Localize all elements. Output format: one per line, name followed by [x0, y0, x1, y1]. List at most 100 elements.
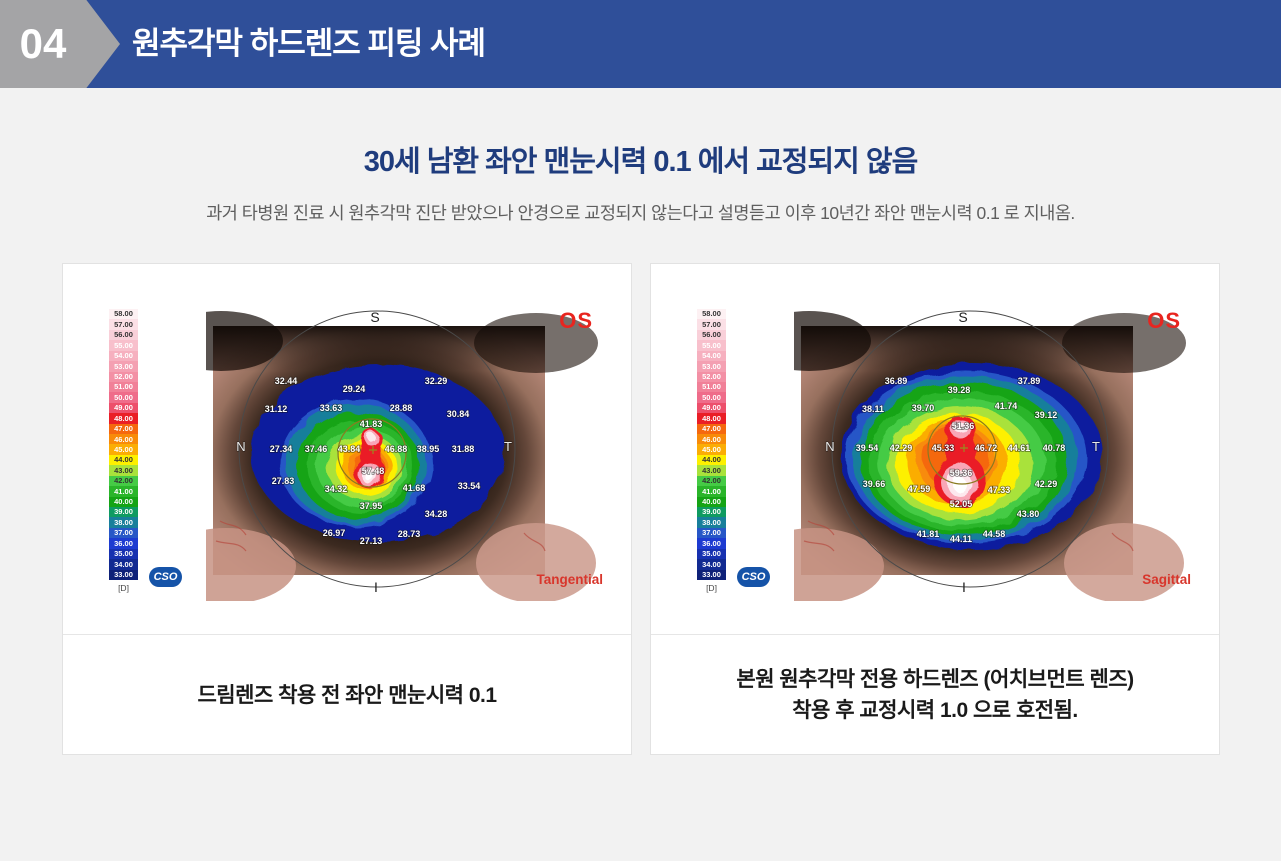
caption-line: 드림렌즈 착용 전 좌안 맨눈시력 0.1 [197, 683, 497, 707]
dioptric-scale: 58.00 57.00 56.00 55.00 54.00 53.00 52.00 51.00… [697, 309, 726, 580]
keratometry-value: 42.29 [890, 443, 913, 453]
eye-label: OS [559, 308, 593, 333]
scale-step: 49.00 [109, 402, 138, 414]
slide-title: 원추각막 하드렌즈 피팅 사례 [132, 26, 486, 61]
slide-header: 04 원추각막 하드렌즈 피팅 사례 [0, 0, 1281, 88]
scale-step: 46.00 [697, 434, 726, 445]
case-subtitle: 과거 타병원 진료 시 원추각막 진단 받았으나 안경으로 교정되지 않는다고 … [206, 203, 1075, 223]
keratometry-value: 37.95 [360, 501, 383, 511]
keratometry-readings: 32.44 29.24 32.29 31.12 33.63 28.88 30.84 41.83… [264, 375, 481, 547]
keratometry-value: 51.36 [952, 421, 975, 431]
scale-step: 40.00 [109, 496, 138, 508]
scale-step: 37.00 [109, 527, 138, 539]
keratometry-value: 41.68 [403, 483, 426, 493]
keratometry-value: 45.33 [932, 443, 955, 453]
scale-step: 54.00 [109, 350, 138, 362]
compass-i: I [962, 579, 966, 595]
scale-step: 35.00 [109, 548, 138, 560]
scale-step: 42.00 [109, 475, 138, 487]
map-type-label: Sagittal [1142, 572, 1191, 587]
keratometry-value: 34.28 [425, 509, 448, 519]
scale-step: 51.00 [109, 381, 138, 393]
center-cross [369, 446, 377, 454]
keratometry-value: 46.72 [975, 443, 998, 453]
scale-step: 39.00 [109, 507, 138, 518]
caption-line: 본원 원추각막 전용 하드렌즈 (어치브먼트 렌즈) [736, 668, 1134, 691]
keratometry-value: 27.83 [272, 476, 295, 486]
compass-t: T [504, 439, 512, 454]
keratometry-value: 38.11 [862, 404, 884, 414]
keratometry-value: 28.73 [398, 529, 421, 539]
eye-label: OS [1147, 308, 1181, 333]
keratometry-value: 42.29 [1035, 479, 1058, 489]
scale-step: 56.00 [697, 329, 726, 341]
keratometry-value: 52.05 [950, 499, 973, 509]
scale-step: 43.00 [697, 465, 726, 476]
scale-step: 36.00 [697, 538, 726, 549]
keratometry-value: 47.59 [908, 484, 931, 494]
caption-line: 착용 후 교정시력 1.0 으로 호전됨. [792, 699, 1078, 722]
scale-step: 35.00 [697, 548, 726, 560]
scale-step: 56.00 [109, 329, 138, 341]
keratometry-value: 34.32 [325, 484, 348, 494]
scale-step: 46.00 [109, 434, 138, 445]
keratometry-value: 59.36 [950, 468, 973, 478]
scale-step: 48.00 [109, 413, 138, 424]
topography-card-after: 58.00 57.00 56.00 55.00 54.00 53.00 52.00 51.00… [650, 263, 1220, 755]
scale-step: 48.00 [697, 413, 726, 424]
keratometry-value: 36.89 [885, 376, 908, 386]
keratometry-value: 33.54 [458, 481, 481, 491]
scale-step: 55.00 [109, 340, 138, 351]
scale-step: 44.00 [697, 454, 726, 466]
scale-step: 58.00 [109, 309, 138, 320]
scale-step: 47.00 [697, 423, 726, 435]
scale-step: 42.00 [697, 475, 726, 487]
keratometry-value: 44.58 [983, 529, 1006, 539]
section-number-chevron: 04 [0, 0, 120, 88]
keratometry-value: 33.63 [320, 403, 343, 413]
keratometry-value: 39.54 [856, 443, 879, 453]
topography-map-before: 58.00 57.00 56.00 55.00 54.00 53.00 52.00 51.00… [63, 264, 631, 634]
cornea-topography-sagittal: S I N T 36.89 37.89 39.28 38.11 39.70 41.74 39… [794, 309, 1186, 601]
keratometry-value: 41.74 [995, 401, 1018, 411]
topo-color-rings [251, 364, 505, 542]
scale-step: 52.00 [109, 371, 138, 382]
keratometry-value: 39.66 [863, 479, 886, 489]
keratometry-value: 41.81 [917, 529, 940, 539]
keratometry-readings: 36.89 37.89 39.28 38.11 39.70 41.74 39.12 51.36… [855, 375, 1066, 545]
scale-step: 47.00 [109, 423, 138, 435]
card-caption: 본원 원추각막 전용 하드렌즈 (어치브먼트 렌즈) 착용 후 교정시력 1.0 … [651, 634, 1219, 755]
keratometry-value: 40.78 [1043, 443, 1066, 453]
keratometry-value: 46.88 [385, 444, 408, 454]
scale-step: 44.00 [109, 454, 138, 466]
keratometry-value: 39.12 [1035, 410, 1058, 420]
scale-step: 37.00 [697, 527, 726, 539]
scale-step: 38.00 [109, 517, 138, 528]
keratometry-value: 27.34 [270, 444, 293, 454]
compass-s: S [958, 309, 967, 325]
keratometry-value: 29.24 [343, 384, 366, 394]
scale-step: 33.00 [697, 569, 726, 580]
center-cross [960, 444, 968, 452]
keratometry-value: 39.28 [948, 385, 971, 395]
keratometry-value: 39.70 [912, 403, 935, 413]
keratometry-value: 27.13 [360, 536, 383, 546]
keratometry-value: 31.88 [452, 444, 475, 454]
compass-n: N [825, 439, 834, 454]
scale-step: 40.00 [697, 496, 726, 508]
keratometry-value: 30.84 [447, 409, 470, 419]
map-type-label: Tangential [536, 572, 603, 587]
keratometry-value: 37.89 [1018, 376, 1041, 386]
scale-step: 50.00 [109, 392, 138, 403]
scale-step: 58.00 [697, 309, 726, 320]
scale-step: 54.00 [697, 350, 726, 362]
keratometry-value: 38.95 [417, 444, 440, 454]
section-number: 04 [19, 20, 67, 67]
case-title: 30세 남환 좌안 맨눈시력 0.1 에서 교정되지 않음 [363, 146, 919, 178]
compass-s: S [370, 309, 379, 325]
scale-step: 45.00 [697, 444, 726, 455]
keratometry-value: 32.44 [275, 376, 298, 386]
scale-unit-label: [D] [118, 583, 129, 593]
scale-step: 41.00 [109, 486, 138, 497]
